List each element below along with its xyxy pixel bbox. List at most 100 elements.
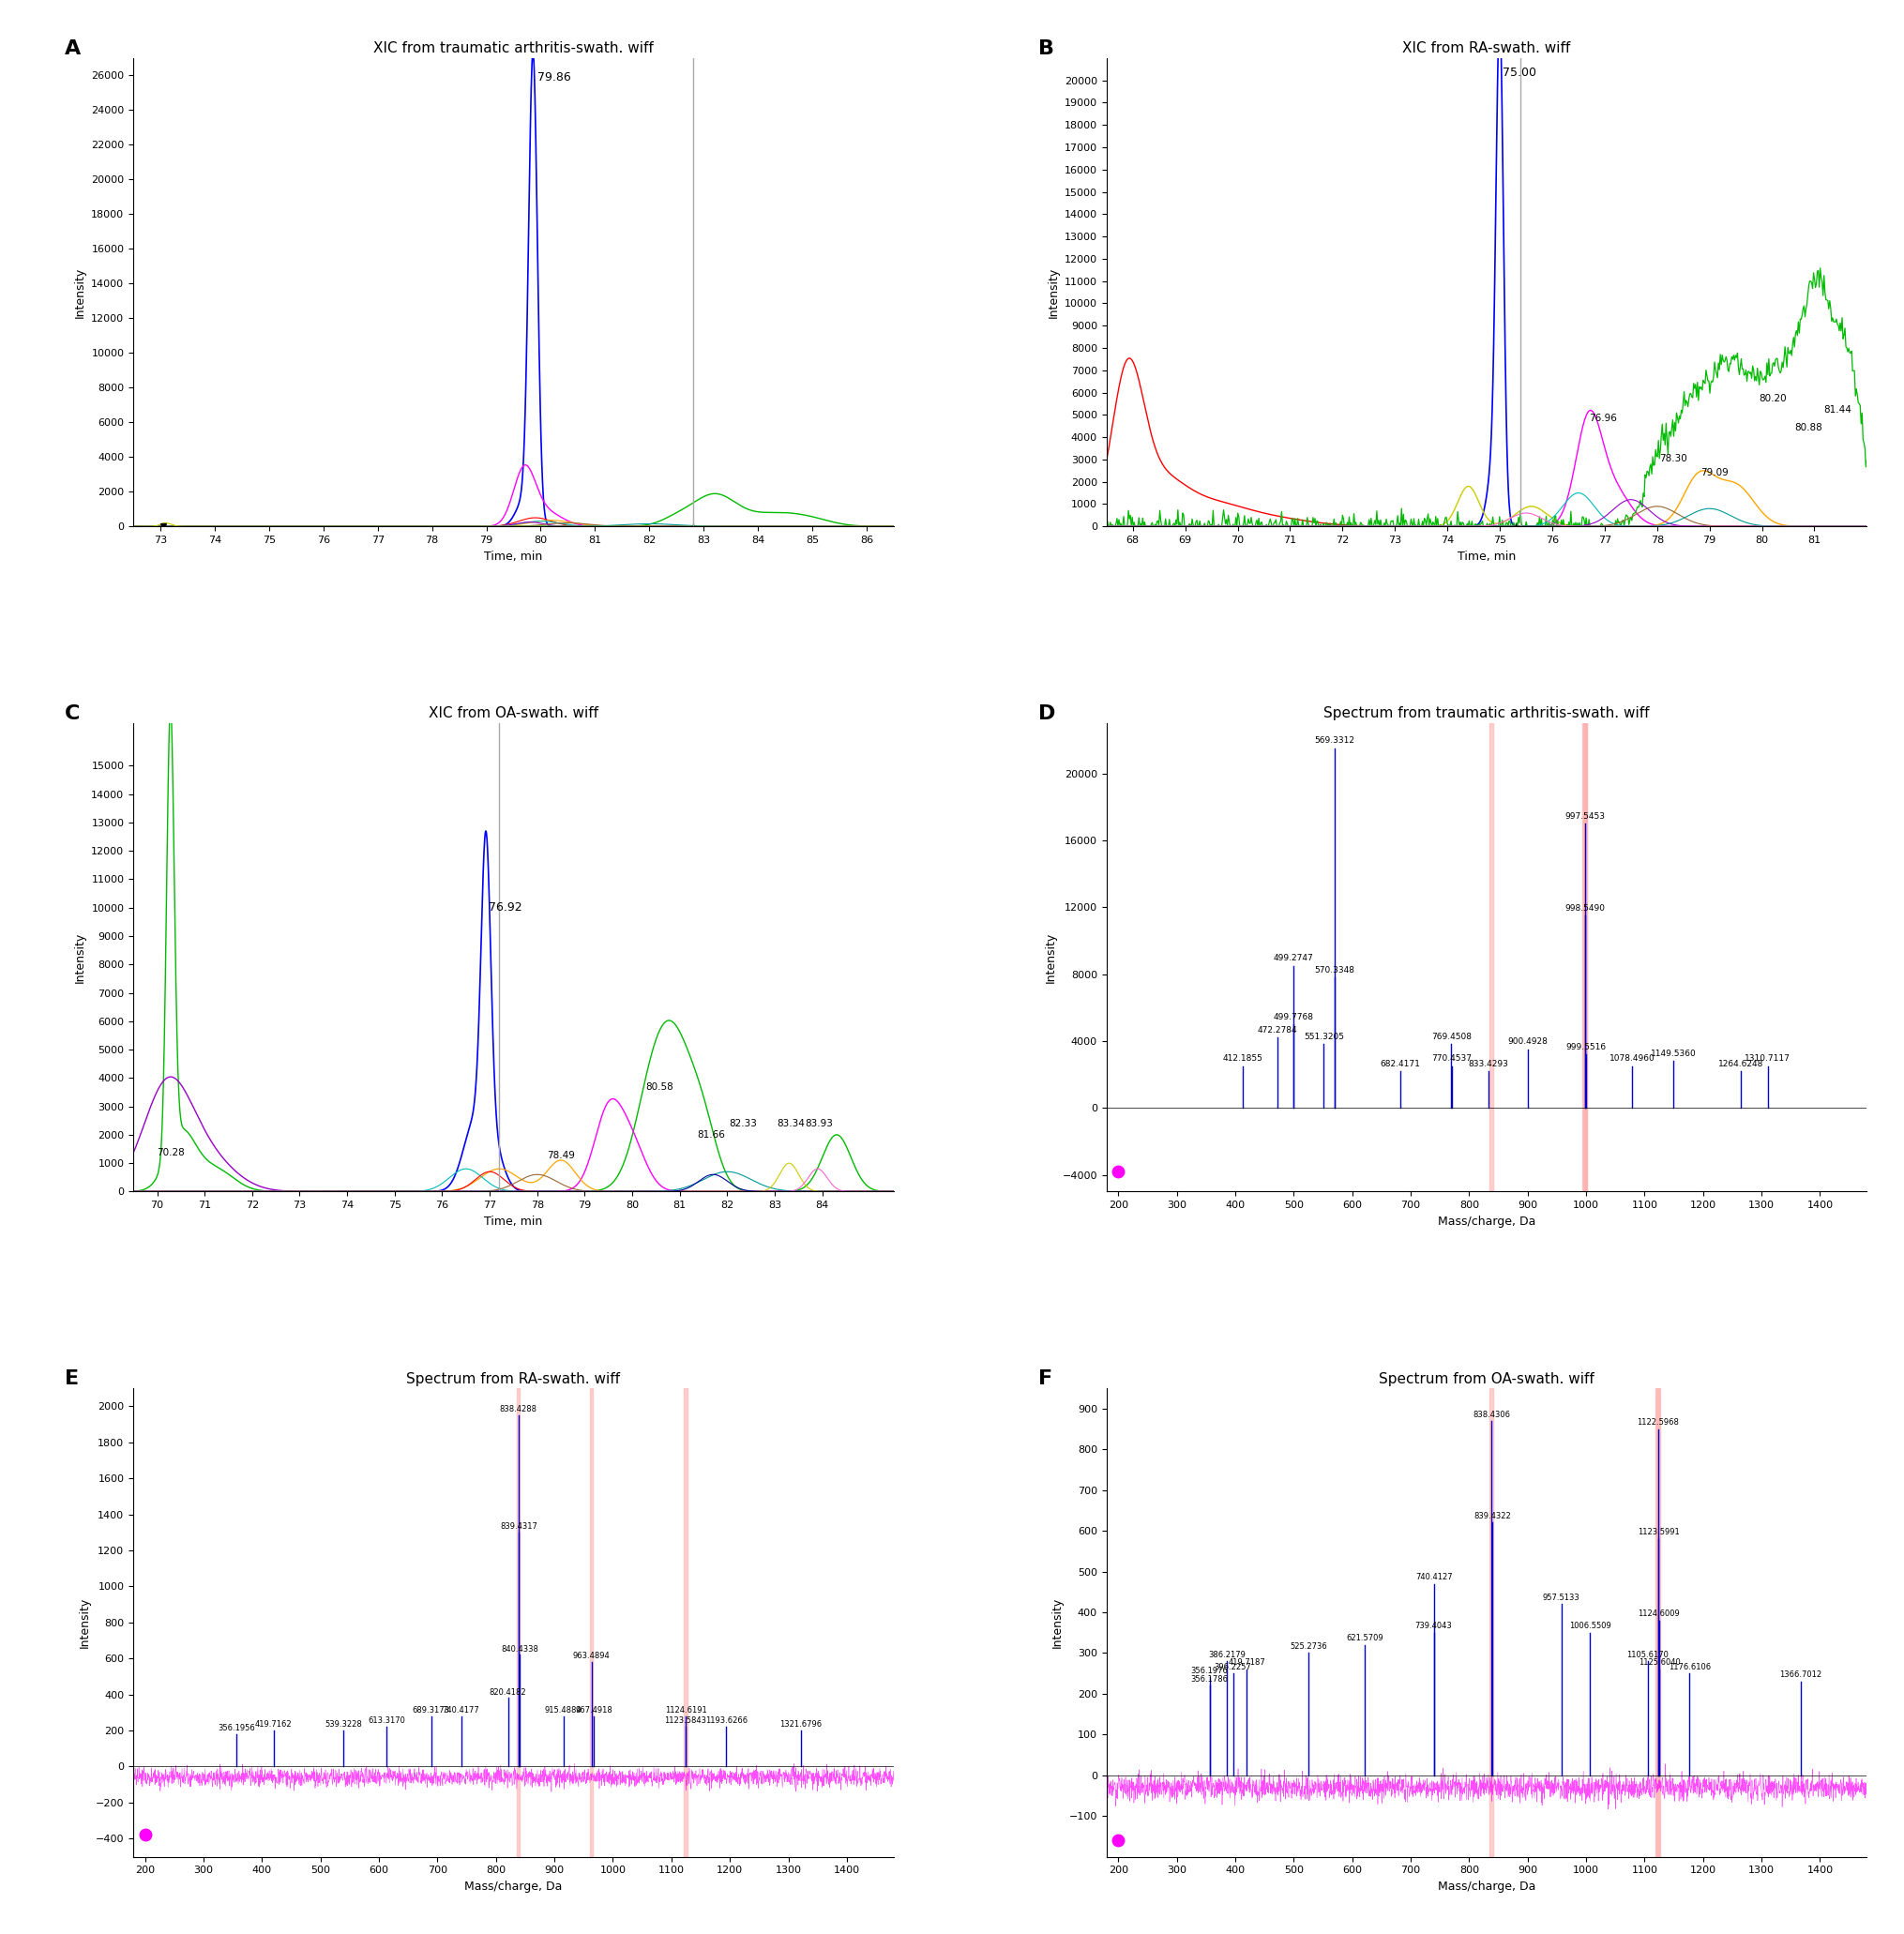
Text: 79.86: 79.86 <box>537 72 571 83</box>
Bar <box>1655 1389 1658 1857</box>
Y-axis label: Intensity: Intensity <box>74 932 86 982</box>
Text: 1124.6191: 1124.6191 <box>664 1706 706 1714</box>
X-axis label: Mass/charge, Da: Mass/charge, Da <box>1438 1880 1535 1893</box>
Text: B: B <box>1038 39 1053 58</box>
Text: 525.2736: 525.2736 <box>1289 1642 1327 1652</box>
Text: F: F <box>1038 1369 1051 1389</box>
Text: 997.5453: 997.5453 <box>1563 812 1603 820</box>
Text: 76.92: 76.92 <box>487 901 522 913</box>
Bar <box>1489 1389 1493 1857</box>
Title: XIC from OA-swath. wiff: XIC from OA-swath. wiff <box>428 706 598 721</box>
Text: 412.1855: 412.1855 <box>1222 1054 1262 1064</box>
Text: 1321.6796: 1321.6796 <box>779 1721 823 1729</box>
Text: 82.33: 82.33 <box>729 1120 756 1129</box>
Text: 472.2784: 472.2784 <box>1257 1027 1297 1035</box>
Text: 70.28: 70.28 <box>156 1147 185 1157</box>
Text: 1122.5968: 1122.5968 <box>1636 1418 1677 1427</box>
Text: 83.93: 83.93 <box>805 1120 832 1129</box>
Text: 76.96: 76.96 <box>1588 414 1616 424</box>
Text: 1176.6106: 1176.6106 <box>1668 1663 1710 1671</box>
Text: 957.5133: 957.5133 <box>1542 1594 1578 1601</box>
Text: 840.4338: 840.4338 <box>501 1644 539 1654</box>
Title: Spectrum from traumatic arthritis-swath. wiff: Spectrum from traumatic arthritis-swath.… <box>1323 706 1649 721</box>
Y-axis label: Intensity: Intensity <box>1047 267 1059 317</box>
Text: 551.3205: 551.3205 <box>1302 1033 1342 1040</box>
Text: 81.44: 81.44 <box>1822 404 1851 414</box>
Text: 83.34: 83.34 <box>777 1120 805 1129</box>
Text: 999.5516: 999.5516 <box>1565 1042 1605 1052</box>
Text: 963.4894: 963.4894 <box>573 1652 609 1661</box>
Title: Spectrum from RA-swath. wiff: Spectrum from RA-swath. wiff <box>406 1371 621 1387</box>
Y-axis label: Intensity: Intensity <box>74 267 86 317</box>
Text: 769.4508: 769.4508 <box>1430 1033 1470 1040</box>
Text: 356.1976: 356.1976 <box>1190 1667 1228 1675</box>
Text: 569.3312: 569.3312 <box>1314 737 1354 745</box>
Text: 75.00: 75.00 <box>1502 68 1535 79</box>
Y-axis label: Intensity: Intensity <box>1051 1597 1062 1648</box>
Text: 839.4317: 839.4317 <box>501 1522 537 1530</box>
Text: 81.66: 81.66 <box>697 1131 725 1139</box>
Text: 1193.6266: 1193.6266 <box>704 1717 746 1725</box>
Text: 499.7768: 499.7768 <box>1272 1013 1314 1021</box>
Text: 998.5490: 998.5490 <box>1565 903 1605 913</box>
Text: 740.4177: 740.4177 <box>442 1706 480 1714</box>
Text: 740.4127: 740.4127 <box>1415 1572 1453 1582</box>
Text: 570.3348: 570.3348 <box>1314 965 1354 975</box>
Text: 739.4043: 739.4043 <box>1415 1623 1451 1630</box>
Text: 1124.6009: 1124.6009 <box>1637 1609 1679 1619</box>
Text: 689.3173: 689.3173 <box>413 1706 449 1714</box>
Y-axis label: Intensity: Intensity <box>78 1597 89 1648</box>
Text: 915.4884: 915.4884 <box>545 1706 583 1714</box>
Title: XIC from RA-swath. wiff: XIC from RA-swath. wiff <box>1401 41 1571 56</box>
Text: 1149.5360: 1149.5360 <box>1651 1050 1696 1058</box>
Text: 1310.7117: 1310.7117 <box>1744 1054 1790 1064</box>
Text: 1125.6040: 1125.6040 <box>1637 1659 1679 1667</box>
Text: 1366.7012: 1366.7012 <box>1778 1671 1820 1679</box>
Text: A: A <box>65 39 82 58</box>
Title: XIC from traumatic arthritis-swath. wiff: XIC from traumatic arthritis-swath. wiff <box>373 41 653 56</box>
Text: 820.4182: 820.4182 <box>489 1688 526 1696</box>
Text: 1006.5509: 1006.5509 <box>1569 1623 1611 1630</box>
Text: 419.7187: 419.7187 <box>1228 1659 1264 1667</box>
Bar <box>1582 723 1586 1191</box>
Text: 80.20: 80.20 <box>1757 395 1786 404</box>
Text: 79.09: 79.09 <box>1700 468 1727 478</box>
Text: 499.2747: 499.2747 <box>1272 953 1312 963</box>
Text: 80.58: 80.58 <box>645 1083 674 1093</box>
Bar <box>684 1389 687 1857</box>
Text: 1264.6248: 1264.6248 <box>1717 1060 1763 1068</box>
X-axis label: Time, min: Time, min <box>484 549 543 563</box>
Text: 621.5709: 621.5709 <box>1346 1634 1382 1642</box>
Text: 356.1786: 356.1786 <box>1190 1675 1228 1683</box>
Text: 838.4288: 838.4288 <box>499 1406 537 1414</box>
Text: 419.7162: 419.7162 <box>255 1721 291 1729</box>
Bar <box>588 1389 592 1857</box>
Text: 539.3228: 539.3228 <box>326 1721 362 1729</box>
Text: 682.4171: 682.4171 <box>1380 1060 1420 1068</box>
Bar <box>1582 723 1586 1191</box>
Text: 1123.5991: 1123.5991 <box>1637 1528 1679 1538</box>
Bar <box>1655 1389 1658 1857</box>
X-axis label: Mass/charge, Da: Mass/charge, Da <box>465 1880 562 1893</box>
Text: 833.4293: 833.4293 <box>1468 1060 1508 1068</box>
Text: 967.4918: 967.4918 <box>575 1706 613 1714</box>
Text: 396.2257: 396.2257 <box>1213 1663 1251 1671</box>
Text: 78.49: 78.49 <box>546 1151 575 1160</box>
Text: 356.1956: 356.1956 <box>217 1723 255 1733</box>
Text: C: C <box>65 704 80 723</box>
X-axis label: Mass/charge, Da: Mass/charge, Da <box>1438 1215 1535 1228</box>
Title: Spectrum from OA-swath. wiff: Spectrum from OA-swath. wiff <box>1378 1371 1594 1387</box>
Text: 838.4306: 838.4306 <box>1472 1410 1510 1420</box>
Bar <box>1489 723 1493 1191</box>
Text: 1078.4960: 1078.4960 <box>1609 1054 1655 1064</box>
Text: 770.4537: 770.4537 <box>1432 1054 1472 1064</box>
Text: 613.3170: 613.3170 <box>367 1717 406 1725</box>
X-axis label: Time, min: Time, min <box>484 1215 543 1228</box>
Y-axis label: Intensity: Intensity <box>1043 932 1057 982</box>
Text: 900.4928: 900.4928 <box>1508 1039 1548 1046</box>
Text: D: D <box>1038 704 1055 723</box>
X-axis label: Time, min: Time, min <box>1457 549 1516 563</box>
Bar <box>1582 723 1586 1191</box>
Text: 839.4322: 839.4322 <box>1474 1512 1510 1520</box>
Text: 386.2179: 386.2179 <box>1207 1650 1245 1659</box>
